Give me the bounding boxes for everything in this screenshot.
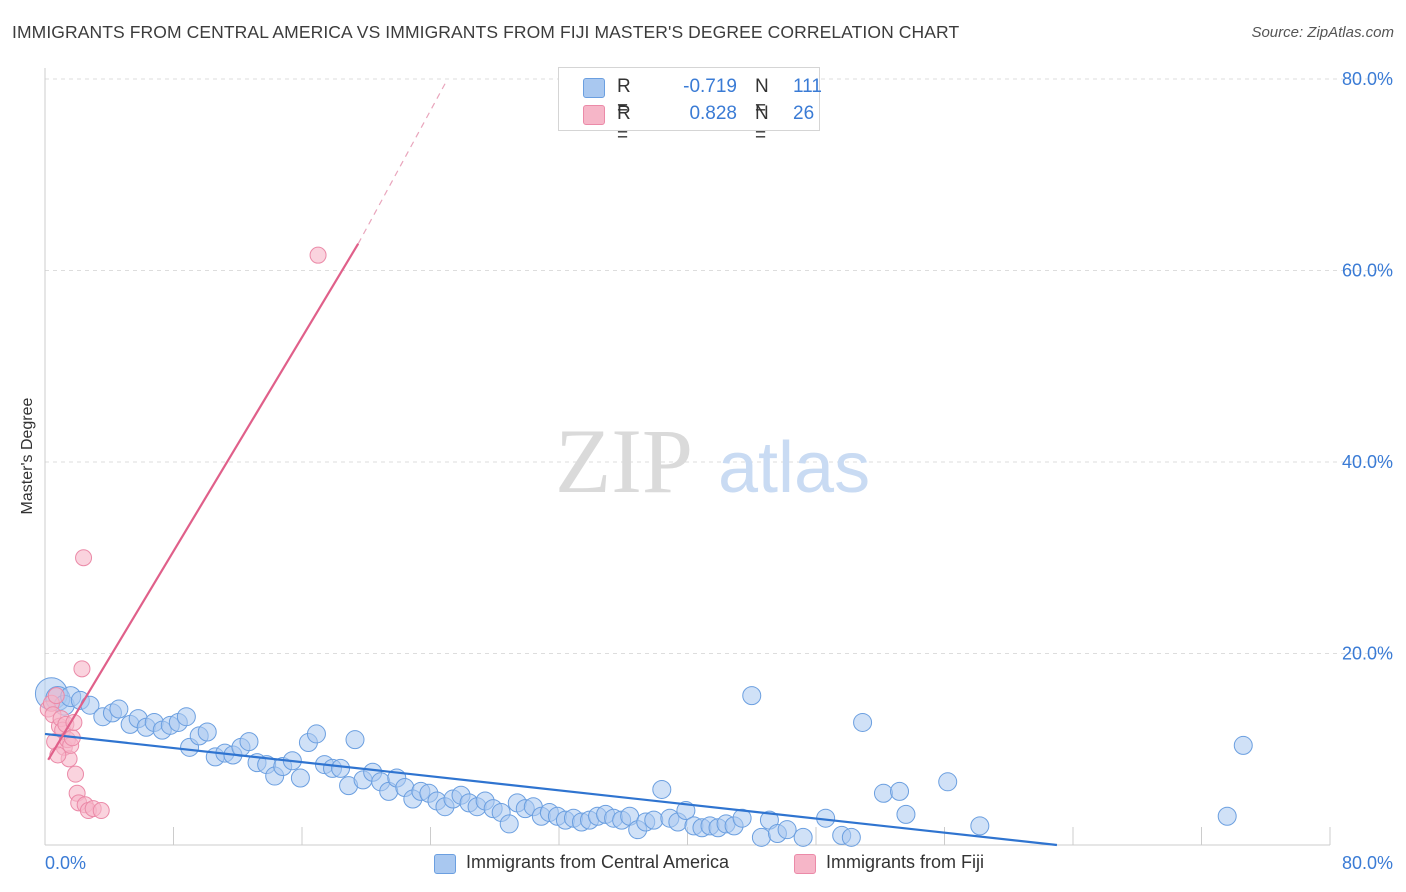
watermark-atlas: atlas bbox=[718, 428, 870, 508]
data-point-central-america[interactable] bbox=[290, 768, 310, 788]
legend-r-label: R = bbox=[617, 103, 631, 146]
legend-n-label: N = bbox=[755, 103, 769, 146]
data-point-fiji[interactable] bbox=[309, 246, 327, 264]
legend-r-label: R = bbox=[617, 76, 631, 119]
bottom-legend-swatch-blue bbox=[434, 854, 456, 874]
legend-n-label: N = bbox=[755, 76, 769, 119]
data-point-central-america[interactable] bbox=[345, 730, 365, 750]
data-point-central-america[interactable] bbox=[793, 827, 813, 847]
data-point-central-america[interactable] bbox=[732, 808, 752, 828]
chart-title: IMMIGRANTS FROM CENTRAL AMERICA VS IMMIG… bbox=[12, 22, 960, 42]
grid-lines bbox=[45, 78, 1392, 654]
y-tick-label: 20.0% bbox=[1342, 644, 1393, 664]
data-point-central-america[interactable] bbox=[644, 810, 664, 830]
stats-legend: R = -0.719 N = 111 R = 0.828 N = 26 bbox=[558, 67, 822, 146]
data-point-central-america[interactable] bbox=[239, 732, 259, 752]
bottom-legend-label: Immigrants from Fiji bbox=[826, 852, 985, 872]
data-point-central-america[interactable] bbox=[890, 781, 910, 801]
legend-r-value: 0.828 bbox=[689, 103, 737, 124]
data-point-fiji[interactable] bbox=[47, 687, 65, 705]
data-point-central-america[interactable] bbox=[499, 814, 519, 834]
data-point-central-america[interactable] bbox=[306, 724, 326, 744]
data-point-fiji[interactable] bbox=[65, 713, 83, 731]
y-tick-label: 40.0% bbox=[1342, 452, 1393, 472]
data-point-central-america[interactable] bbox=[1217, 806, 1237, 826]
series-blue-points bbox=[34, 677, 1253, 847]
y-tick-label: 80.0% bbox=[1342, 69, 1393, 89]
y-tick-label: 60.0% bbox=[1342, 261, 1393, 281]
data-point-central-america[interactable] bbox=[742, 686, 762, 706]
data-point-central-america[interactable] bbox=[938, 772, 958, 792]
data-point-central-america[interactable] bbox=[1233, 735, 1253, 755]
data-point-central-america[interactable] bbox=[109, 699, 129, 719]
bottom-legend-label: Immigrants from Central America bbox=[466, 852, 730, 872]
legend-n-value: 111 bbox=[793, 76, 822, 97]
trend-line-central-america bbox=[44, 732, 1058, 847]
data-point-central-america[interactable] bbox=[652, 779, 672, 799]
data-point-central-america[interactable] bbox=[970, 816, 990, 836]
y-axis-label: Master's Degree bbox=[19, 397, 36, 515]
data-point-central-america[interactable] bbox=[841, 827, 861, 847]
data-point-central-america[interactable] bbox=[853, 712, 873, 732]
data-point-central-america[interactable] bbox=[176, 707, 196, 727]
data-point-central-america[interactable] bbox=[896, 804, 916, 824]
trend-line-fiji bbox=[47, 243, 360, 761]
legend-swatch-pink bbox=[583, 105, 605, 125]
watermark-zip: ZIP bbox=[555, 410, 693, 512]
data-point-central-america[interactable] bbox=[873, 783, 893, 803]
data-point-central-america[interactable] bbox=[751, 827, 771, 847]
series-pink-points bbox=[39, 246, 327, 820]
data-point-fiji[interactable] bbox=[75, 549, 93, 567]
legend-r-value: -0.719 bbox=[683, 76, 737, 97]
legend-n-value: 26 bbox=[793, 103, 815, 124]
data-point-central-america[interactable] bbox=[331, 758, 351, 778]
legend-swatch-blue bbox=[583, 78, 605, 98]
data-point-fiji[interactable] bbox=[73, 660, 91, 678]
data-point-central-america[interactable] bbox=[676, 801, 696, 821]
data-point-fiji[interactable] bbox=[92, 802, 110, 820]
data-point-central-america[interactable] bbox=[777, 820, 797, 840]
data-point-central-america[interactable] bbox=[197, 722, 217, 742]
watermark: ZIP atlas bbox=[555, 410, 870, 512]
tick-labels: 20.0% 40.0% 60.0% 80.0% 0.0% 80.0% bbox=[45, 69, 1393, 873]
x-tick-label: 80.0% bbox=[1342, 853, 1393, 873]
bottom-legend-swatch-pink bbox=[794, 854, 816, 874]
trend-lines bbox=[44, 80, 1058, 847]
source-label[interactable]: Source: ZipAtlas.com bbox=[1251, 24, 1394, 41]
data-point-fiji[interactable] bbox=[67, 765, 85, 783]
trend-line-fiji-extension bbox=[357, 80, 448, 244]
x-tick-label: 0.0% bbox=[45, 853, 86, 873]
